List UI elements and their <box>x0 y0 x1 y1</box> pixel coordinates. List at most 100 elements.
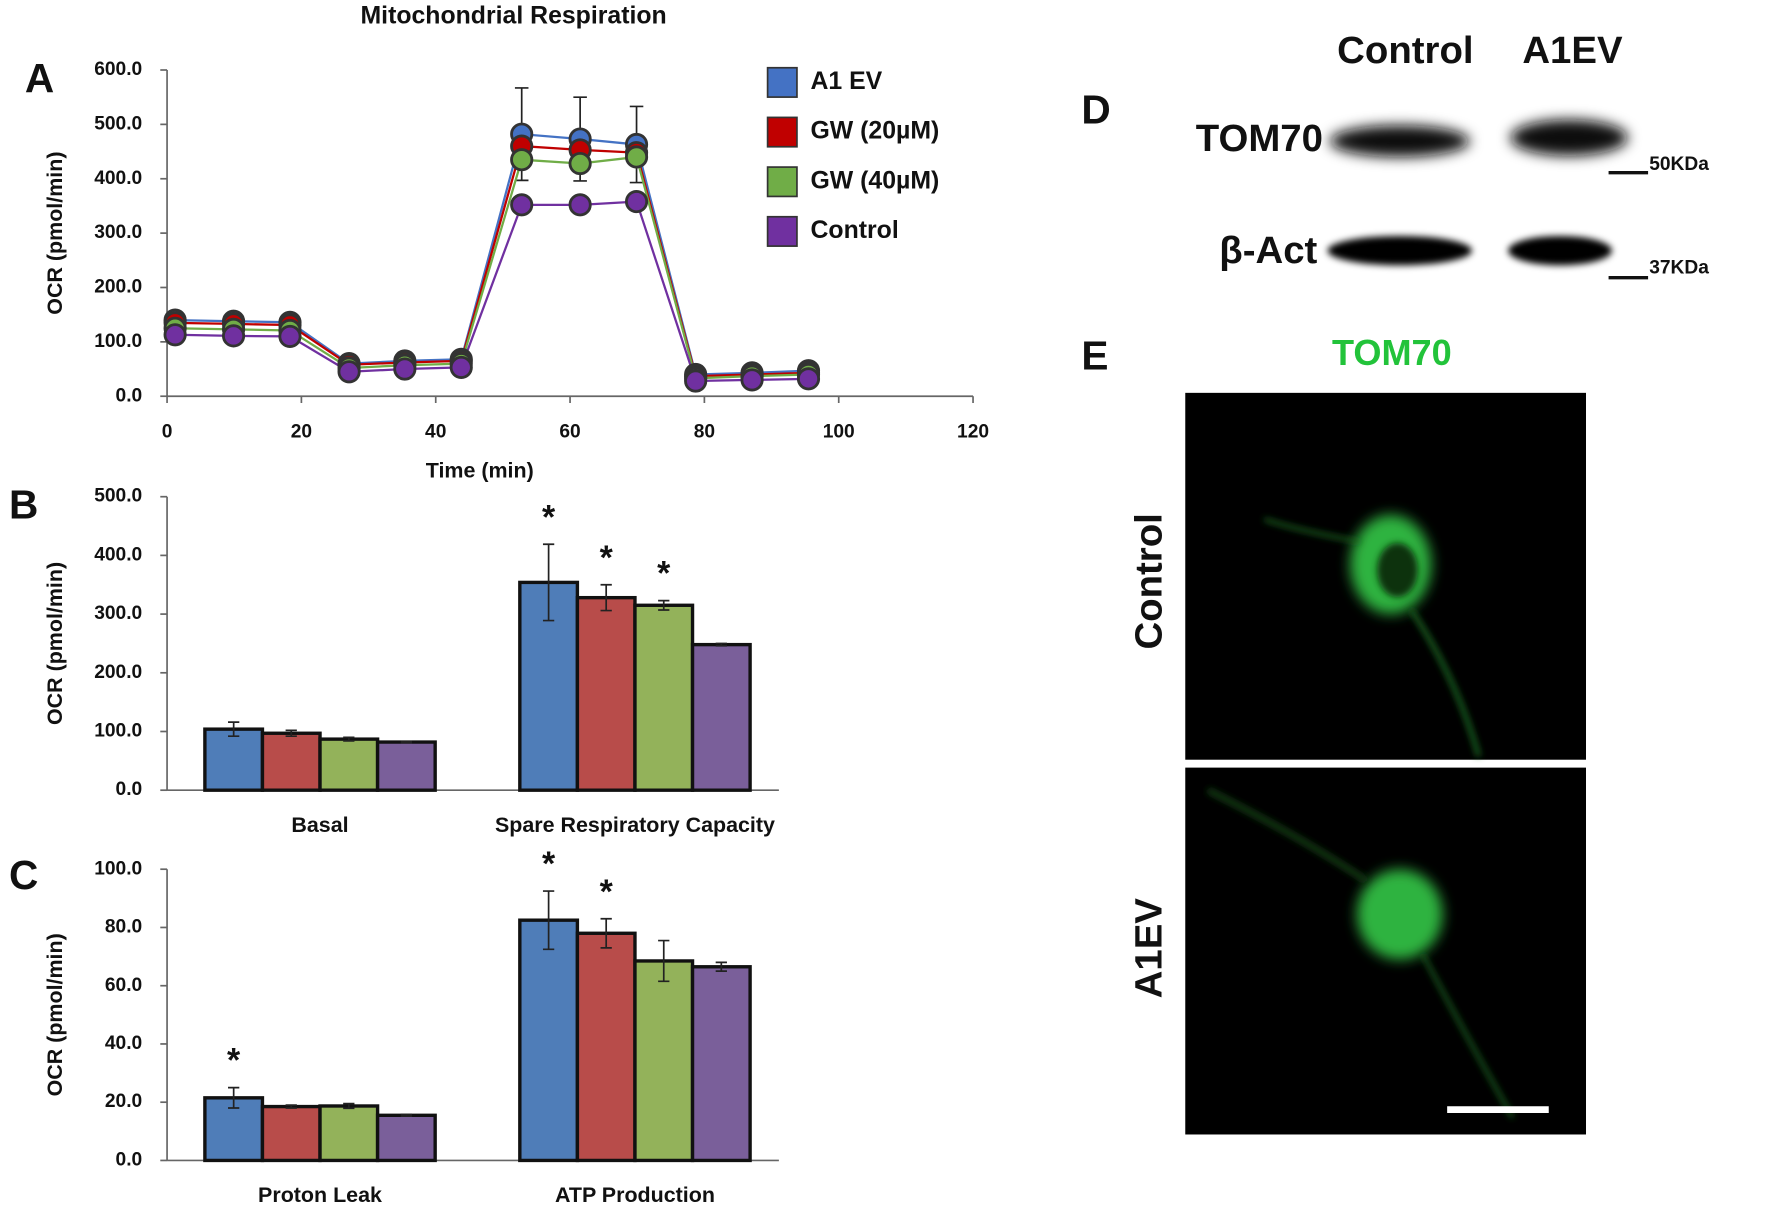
error-bar <box>542 543 555 622</box>
x-tick-label: 60 <box>559 421 580 442</box>
x-tick-label: 80 <box>694 421 715 442</box>
legend-swatch <box>766 116 798 148</box>
marker <box>393 357 417 381</box>
y-tick-label: 0.0 <box>116 1150 143 1171</box>
panel-label: E <box>1081 333 1108 379</box>
neurite <box>1409 608 1481 757</box>
panel-label: C <box>9 852 38 898</box>
band <box>1510 119 1628 156</box>
error-bar <box>400 1113 413 1118</box>
bar <box>690 642 752 792</box>
significance-label: * <box>600 873 614 911</box>
fluorescence-images: TOM70 Control A1EV <box>1128 332 1587 1135</box>
x-tick-label: 40 <box>425 421 446 442</box>
y-tick-label: 100.0 <box>94 721 142 742</box>
blot-column: A1EV <box>1522 29 1623 72</box>
y-tick-label: 40.0 <box>105 1033 142 1054</box>
error-bar <box>715 961 727 972</box>
x-tick-label: 120 <box>957 421 989 442</box>
image-title: TOM70 <box>1332 332 1452 373</box>
significance-label: * <box>657 555 671 593</box>
bar <box>575 931 637 1163</box>
y-axis-label: OCR (pmol/min) <box>43 933 67 1096</box>
y-tick-label: 100.0 <box>94 331 142 352</box>
marker <box>221 324 246 348</box>
marker <box>163 323 187 347</box>
marker-label: 50KDa <box>1649 154 1709 175</box>
y-tick-label: 0.0 <box>116 385 143 406</box>
error-bar <box>228 721 240 738</box>
cell <box>1356 869 1443 960</box>
image-row: A1EV <box>1128 898 1171 999</box>
western-blot: Control A1EV TOM70 β-Act 50KDa 37KDa <box>1196 29 1709 280</box>
legend-swatch <box>766 66 798 98</box>
marker <box>624 190 649 214</box>
y-tick-label: 600.0 <box>94 59 142 80</box>
blot-row: β-Act <box>1219 229 1317 272</box>
bar <box>518 918 580 1163</box>
marker <box>796 367 821 391</box>
marker <box>624 145 649 169</box>
blot-row: TOM70 <box>1196 117 1323 160</box>
bar <box>375 740 437 792</box>
marker <box>568 151 592 176</box>
legend-label: A1 EV <box>810 68 882 95</box>
error-bar <box>343 736 355 742</box>
y-tick-label: 60.0 <box>105 975 142 996</box>
y-tick-label: 500.0 <box>94 113 142 134</box>
y-tick-label: 400.0 <box>94 544 142 565</box>
image-row: Control <box>1128 513 1171 649</box>
marker <box>278 324 302 348</box>
x-tick-label: Proton Leak <box>258 1183 382 1207</box>
legend-label: Control <box>810 217 898 244</box>
significance-label: * <box>227 1042 241 1080</box>
y-axis-label: OCR (pmol/min) <box>43 562 67 725</box>
marker <box>510 193 534 217</box>
y-tick-label: 200.0 <box>94 662 142 683</box>
chart-title: Mitochondrial Respiration <box>360 3 666 30</box>
bar <box>575 595 637 792</box>
marker <box>510 148 534 172</box>
y-tick-label: 0.0 <box>116 779 143 800</box>
neurite <box>1420 953 1515 1119</box>
y-tick-label: 200.0 <box>94 277 142 298</box>
panel-label: B <box>9 482 38 528</box>
marker <box>684 369 708 393</box>
bar <box>690 965 752 1163</box>
significance-label: * <box>600 539 614 577</box>
y-tick-label: 300.0 <box>94 222 142 243</box>
marker <box>337 360 361 384</box>
y-tick-label: 20.0 <box>105 1091 142 1112</box>
error-bar <box>343 1102 355 1110</box>
error-bar <box>228 1086 240 1109</box>
x-tick-label: 0 <box>162 421 173 442</box>
x-axis-label: Time (min) <box>426 459 534 483</box>
marker <box>740 368 764 392</box>
error-bar <box>285 1104 297 1109</box>
band <box>1327 235 1472 266</box>
error-bar <box>285 729 297 738</box>
bar <box>375 1113 437 1163</box>
y-tick-label: 300.0 <box>94 603 142 624</box>
legend-swatch <box>766 166 798 198</box>
legend-swatch <box>766 215 798 247</box>
error-bar <box>658 939 670 983</box>
x-tick-label: ATP Production <box>555 1183 715 1207</box>
y-tick-label: 400.0 <box>94 168 142 189</box>
x-tick-label: Basal <box>291 813 348 837</box>
legend-label: GW (20µM) <box>810 118 939 145</box>
error-bar <box>600 583 612 612</box>
nucleus <box>1377 542 1418 598</box>
y-tick-label: 500.0 <box>94 486 142 507</box>
error-bar <box>600 917 612 949</box>
band <box>1508 235 1612 266</box>
bar <box>260 731 322 792</box>
error-bar <box>658 599 670 611</box>
x-tick-label: Spare Respiratory Capacity <box>495 813 775 837</box>
error-bar <box>400 740 413 744</box>
bar <box>318 737 380 792</box>
neurite <box>1206 787 1368 883</box>
bar <box>633 603 695 792</box>
neurite <box>1263 517 1361 544</box>
